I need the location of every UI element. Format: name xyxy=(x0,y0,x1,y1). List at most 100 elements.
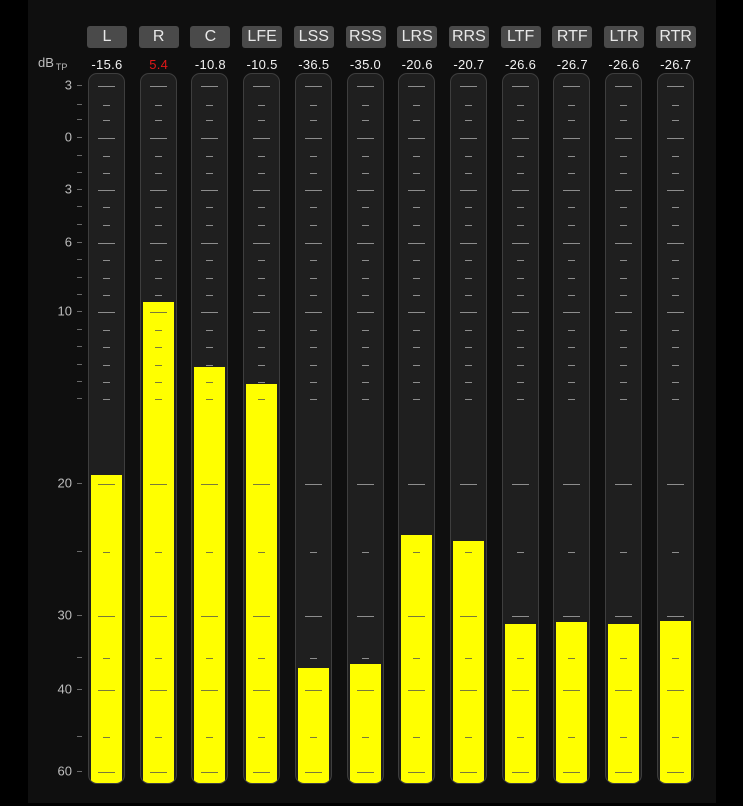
meter-tick xyxy=(309,173,317,174)
meter-tick xyxy=(413,207,421,208)
meter-tick xyxy=(309,347,317,348)
scale-tick xyxy=(77,551,82,552)
meter-tick xyxy=(149,190,167,191)
meter-tick xyxy=(361,156,369,157)
meter-tick xyxy=(304,243,322,244)
level-bar xyxy=(142,301,174,783)
meter-tick xyxy=(516,382,524,383)
scale-tick xyxy=(77,224,82,225)
meter-tick xyxy=(103,552,110,553)
meter-tick xyxy=(511,312,529,313)
channel-button-c[interactable]: C xyxy=(190,26,231,48)
meter-tick xyxy=(568,105,576,106)
meter-tick xyxy=(98,190,115,191)
channel-button-rtf[interactable]: RTF xyxy=(552,26,593,48)
meter-tick xyxy=(356,138,374,139)
meter-tick xyxy=(413,365,421,366)
meter-tick xyxy=(563,138,581,139)
channel-button-rss[interactable]: RSS xyxy=(345,26,386,48)
meter-tick xyxy=(568,658,576,659)
meter-tick xyxy=(671,120,679,121)
scale-label: 20 xyxy=(57,475,72,491)
meter-tick xyxy=(671,278,679,279)
meter-tick xyxy=(206,552,214,553)
channel-button-l[interactable]: L xyxy=(87,26,127,48)
meter-tick xyxy=(459,86,477,87)
meter-tick xyxy=(201,484,219,485)
meter-tick xyxy=(511,138,529,139)
meter-tick xyxy=(206,156,214,157)
meter-tick xyxy=(356,772,374,773)
meter-tick xyxy=(154,278,162,279)
meter-tick xyxy=(206,737,214,738)
scale-tick xyxy=(77,771,82,772)
meter-tick xyxy=(103,365,110,366)
meter-tick xyxy=(154,399,162,400)
meter-tick xyxy=(149,772,167,773)
scale-label: 10 xyxy=(57,303,72,319)
meter-tick xyxy=(563,312,581,313)
meter-tick xyxy=(361,105,369,106)
channel-button-rrs[interactable]: RRS xyxy=(448,26,489,48)
meter-tick xyxy=(361,399,369,400)
meter-tick xyxy=(361,330,369,331)
peak-readout: -15.6 xyxy=(91,57,123,72)
meter-tick xyxy=(620,278,627,279)
meter-tick xyxy=(98,138,115,139)
meter-tick xyxy=(413,737,421,738)
meter-tick xyxy=(666,484,684,485)
meter-tick xyxy=(464,120,472,121)
meter-tick xyxy=(201,138,219,139)
meter-tick xyxy=(413,260,421,261)
meter-tick xyxy=(671,295,679,296)
meter-tick xyxy=(666,243,684,244)
meter-tick xyxy=(413,658,421,659)
meter-tick xyxy=(98,772,115,773)
meter-tick xyxy=(154,295,162,296)
meter-tick xyxy=(413,552,421,553)
meter-tick xyxy=(620,105,627,106)
meter-tick xyxy=(464,156,472,157)
meter-tick xyxy=(206,225,214,226)
scale-tick xyxy=(77,242,82,243)
meter-tick xyxy=(309,737,317,738)
meter-tick xyxy=(258,365,266,366)
meter-tick xyxy=(666,86,684,87)
meter-tick xyxy=(464,105,472,106)
meter-track xyxy=(88,73,125,784)
meter-tick xyxy=(154,552,162,553)
meter-tick xyxy=(620,207,627,208)
meter-tick xyxy=(253,772,271,773)
scale-tick xyxy=(77,311,82,312)
meter-tick xyxy=(516,260,524,261)
meter-tick xyxy=(356,616,374,617)
meter-tick xyxy=(671,156,679,157)
meter-tick xyxy=(258,173,266,174)
meter-tick xyxy=(206,173,214,174)
meter-tick xyxy=(568,737,576,738)
meter-tick xyxy=(154,120,162,121)
peak-readout: -20.7 xyxy=(453,57,485,72)
scale-tick xyxy=(77,104,82,105)
meter-tick xyxy=(309,260,317,261)
meter-tick xyxy=(154,737,162,738)
meter-tick xyxy=(459,243,477,244)
meter-tick xyxy=(149,86,167,87)
meter-tick xyxy=(206,120,214,121)
channel-button-lfe[interactable]: LFE xyxy=(242,26,283,48)
meter-tick xyxy=(309,207,317,208)
channel-button-lrs[interactable]: LRS xyxy=(397,26,438,48)
meter-tick xyxy=(516,225,524,226)
channel-button-lss[interactable]: LSS xyxy=(293,26,334,48)
meter-track xyxy=(605,73,642,784)
meter-tick xyxy=(671,382,679,383)
channel-button-r[interactable]: R xyxy=(138,26,179,48)
meter-tick xyxy=(258,156,266,157)
channel-button-rtr[interactable]: RTR xyxy=(655,26,696,48)
meter-tick xyxy=(361,347,369,348)
level-bar xyxy=(297,667,329,783)
channel-button-ltf[interactable]: LTF xyxy=(500,26,541,48)
meter-tick xyxy=(568,207,576,208)
meter-tick xyxy=(666,138,684,139)
channel-button-ltr[interactable]: LTR xyxy=(604,26,644,48)
